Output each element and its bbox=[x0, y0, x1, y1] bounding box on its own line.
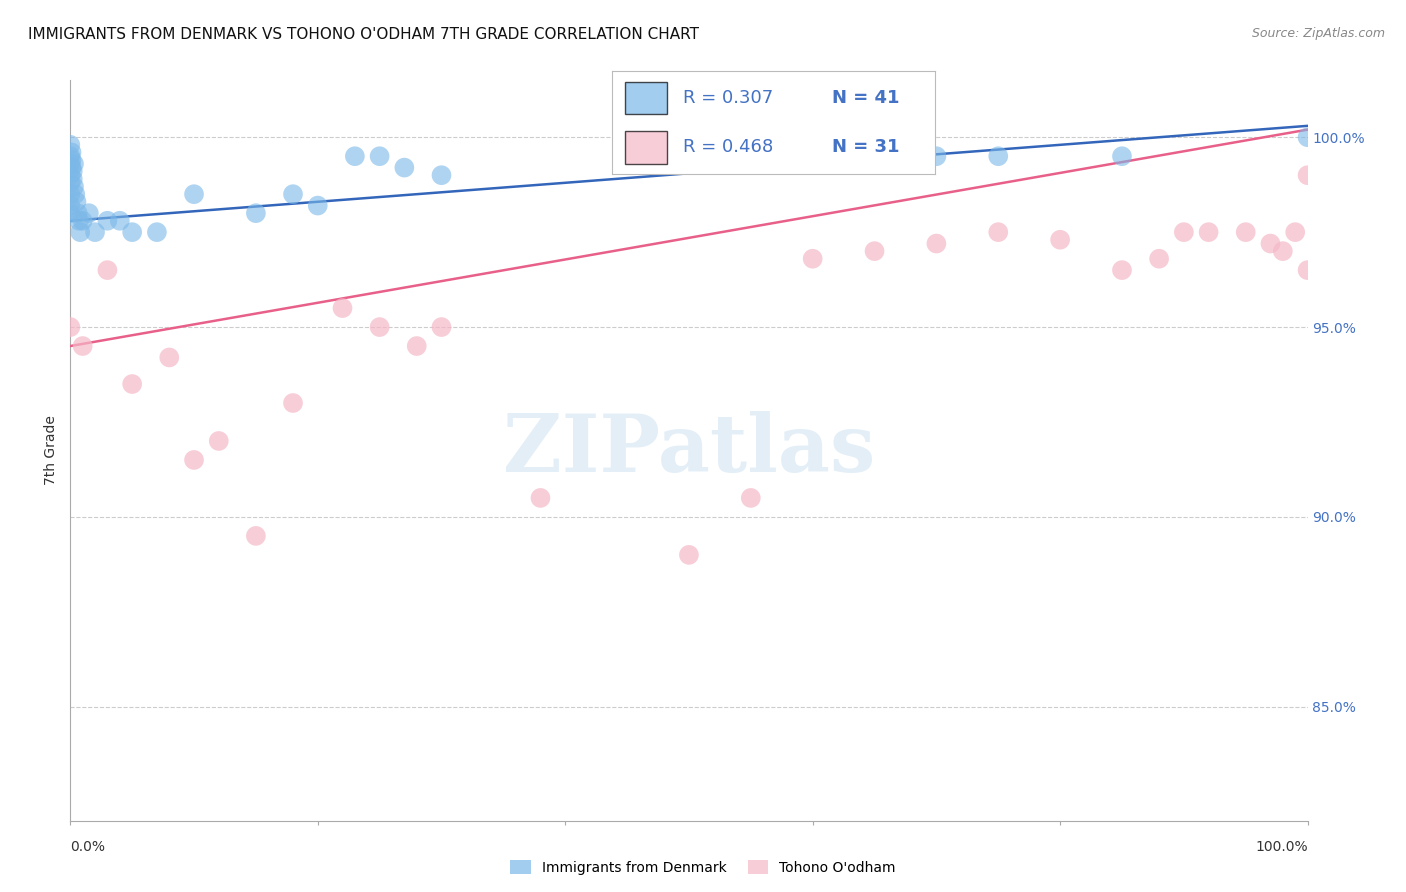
Point bbox=[678, 548, 700, 562]
Point bbox=[62, 172, 84, 186]
Point bbox=[1234, 225, 1257, 239]
Point bbox=[1296, 263, 1319, 277]
Point bbox=[66, 206, 89, 220]
Point bbox=[281, 396, 304, 410]
Point bbox=[1111, 149, 1133, 163]
Point bbox=[77, 206, 100, 220]
Text: N = 41: N = 41 bbox=[831, 89, 898, 107]
Point bbox=[405, 339, 427, 353]
Point bbox=[281, 187, 304, 202]
Point bbox=[146, 225, 169, 239]
Point bbox=[59, 176, 82, 190]
Point bbox=[245, 206, 267, 220]
Text: IMMIGRANTS FROM DENMARK VS TOHONO O'ODHAM 7TH GRADE CORRELATION CHART: IMMIGRANTS FROM DENMARK VS TOHONO O'ODHA… bbox=[28, 27, 699, 42]
Point bbox=[987, 149, 1010, 163]
Point bbox=[63, 157, 86, 171]
Point bbox=[60, 145, 83, 160]
Text: 100.0%: 100.0% bbox=[1256, 839, 1308, 854]
Point bbox=[801, 252, 824, 266]
Point bbox=[430, 168, 453, 182]
Point bbox=[183, 453, 205, 467]
Point bbox=[67, 213, 90, 227]
Point bbox=[108, 213, 131, 227]
Point bbox=[59, 137, 82, 152]
Point bbox=[1260, 236, 1282, 251]
Point bbox=[740, 491, 762, 505]
Text: 0.0%: 0.0% bbox=[70, 839, 105, 854]
Point bbox=[1284, 225, 1306, 239]
Point bbox=[183, 187, 205, 202]
Point bbox=[1147, 252, 1170, 266]
FancyBboxPatch shape bbox=[624, 82, 666, 114]
Point bbox=[208, 434, 231, 448]
Point bbox=[65, 194, 87, 209]
Point bbox=[96, 263, 118, 277]
Point bbox=[1049, 233, 1071, 247]
Point bbox=[69, 225, 91, 239]
Point bbox=[1198, 225, 1220, 239]
Point bbox=[740, 149, 762, 163]
Point bbox=[84, 225, 107, 239]
Point bbox=[59, 198, 82, 212]
Point bbox=[121, 225, 143, 239]
Point bbox=[59, 206, 82, 220]
Point bbox=[121, 377, 143, 392]
Point bbox=[59, 149, 82, 163]
Point bbox=[430, 320, 453, 334]
Text: N = 31: N = 31 bbox=[831, 138, 898, 156]
Point bbox=[60, 161, 83, 175]
Point bbox=[863, 244, 886, 259]
Point bbox=[1296, 130, 1319, 145]
Point bbox=[60, 153, 83, 167]
Point bbox=[72, 339, 94, 353]
Point bbox=[96, 213, 118, 227]
Point bbox=[1296, 168, 1319, 182]
Point bbox=[59, 320, 82, 334]
Point bbox=[1271, 244, 1294, 259]
Point bbox=[1173, 225, 1195, 239]
Point bbox=[72, 213, 94, 227]
Point bbox=[59, 157, 82, 171]
Point bbox=[925, 236, 948, 251]
Point bbox=[157, 351, 180, 365]
Point bbox=[63, 179, 86, 194]
Point bbox=[925, 149, 948, 163]
Point bbox=[332, 301, 354, 315]
Text: R = 0.468: R = 0.468 bbox=[683, 138, 773, 156]
Point bbox=[801, 149, 824, 163]
Text: R = 0.307: R = 0.307 bbox=[683, 89, 773, 107]
Point bbox=[368, 320, 391, 334]
Point bbox=[343, 149, 366, 163]
Point bbox=[65, 187, 87, 202]
FancyBboxPatch shape bbox=[624, 131, 666, 163]
Point bbox=[987, 225, 1010, 239]
Text: Source: ZipAtlas.com: Source: ZipAtlas.com bbox=[1251, 27, 1385, 40]
Y-axis label: 7th Grade: 7th Grade bbox=[45, 416, 59, 485]
Point bbox=[59, 168, 82, 182]
Point bbox=[529, 491, 551, 505]
Point bbox=[245, 529, 267, 543]
Legend: Immigrants from Denmark, Tohono O'odham: Immigrants from Denmark, Tohono O'odham bbox=[505, 855, 901, 880]
Point bbox=[62, 164, 84, 178]
Point bbox=[368, 149, 391, 163]
Point bbox=[1111, 263, 1133, 277]
Point bbox=[59, 187, 82, 202]
Point bbox=[307, 198, 329, 212]
Text: ZIPatlas: ZIPatlas bbox=[503, 411, 875, 490]
Point bbox=[394, 161, 416, 175]
